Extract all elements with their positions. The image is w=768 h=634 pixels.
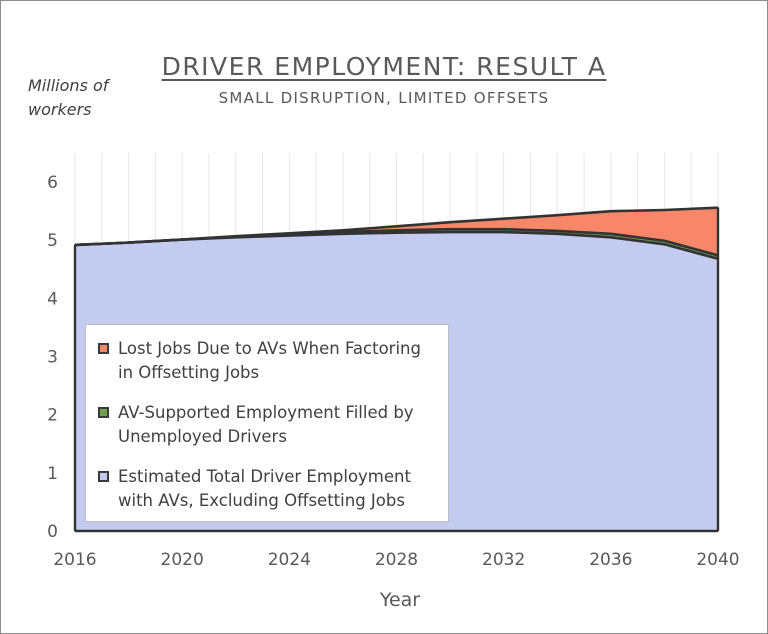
legend-label-lost-jobs-line1: Lost Jobs Due to AVs When Factoring <box>118 339 421 358</box>
y-tick-label-6: 6 <box>47 173 58 193</box>
legend-label-total-employment-line1: Estimated Total Driver Employment <box>118 467 411 486</box>
y-tick-label-5: 5 <box>47 231 58 251</box>
x-tick-label-2016: 2016 <box>53 550 96 570</box>
y-tick-label-3: 3 <box>47 348 58 368</box>
chart-subtitle: SMALL DISRUPTION, LIMITED OFFSETS <box>218 89 550 107</box>
legend-label-total-employment-line2: with AVs, Excluding Offsetting Jobs <box>118 491 405 510</box>
axis-layer: 0 1 2 3 4 5 6 2016 2020 2024 2028 2032 2036 2040 <box>47 173 739 570</box>
legend-swatch-lost-jobs <box>98 343 109 354</box>
y-tick-label-2: 2 <box>47 406 58 426</box>
x-tick-label-2020: 2020 <box>161 550 204 570</box>
legend: Lost Jobs Due to AVs When Factoring in O… <box>85 324 449 522</box>
y-tick-label-1: 1 <box>47 464 58 484</box>
y-tick-label-0: 0 <box>47 522 58 542</box>
x-tick-label-2032: 2032 <box>482 550 525 570</box>
chart-title: DRIVER EMPLOYMENT: RESULT A <box>161 52 607 81</box>
x-tick-label-2040: 2040 <box>696 550 739 570</box>
y-axis-label: Millions of workers <box>28 76 109 119</box>
x-axis-label: Year <box>379 589 420 611</box>
y-tick-label-4: 4 <box>47 289 58 309</box>
legend-label-av-supported-line2: Unemployed Drivers <box>118 427 287 446</box>
series-2-top-line <box>74 206 719 247</box>
x-tick-label-2024: 2024 <box>268 550 311 570</box>
x-tick-label-2028: 2028 <box>375 550 418 570</box>
legend-label-av-supported-line1: AV-Supported Employment Filled by <box>118 403 414 422</box>
legend-label-lost-jobs-line2: in Offsetting Jobs <box>118 363 260 382</box>
x-tick-label-2036: 2036 <box>589 550 632 570</box>
legend-swatch-total-employment <box>98 471 109 482</box>
legend-swatch-av-supported <box>98 407 109 418</box>
